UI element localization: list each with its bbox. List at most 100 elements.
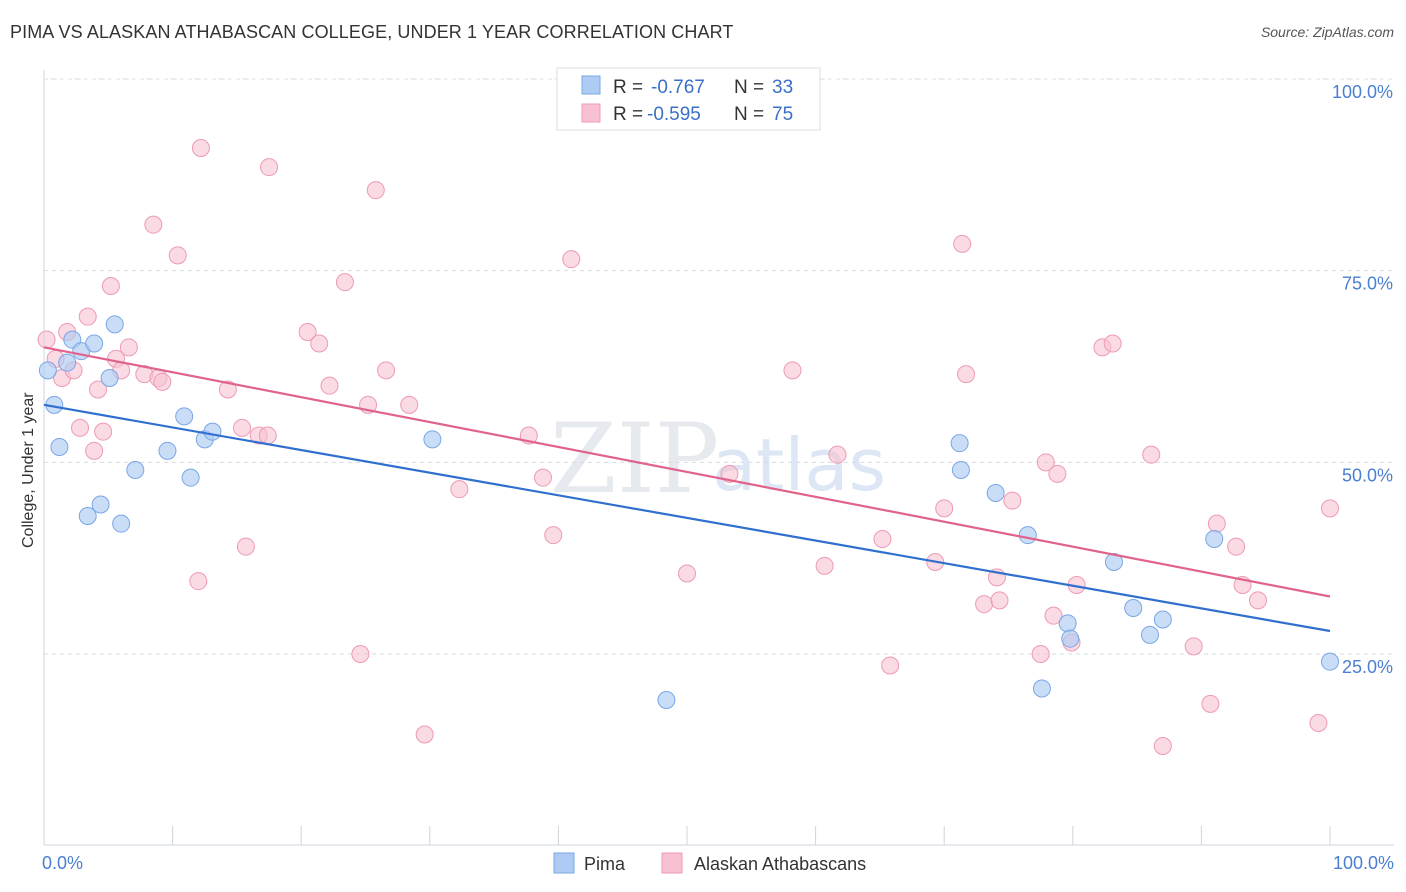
legend-alaskan-r-value: -0.595 [647, 104, 701, 125]
alaskan-point-66 [1153, 737, 1172, 755]
alaskan-point-64 [1103, 334, 1122, 353]
legend: R = -0.767 N = 33 R = -0.595 N = 75 [556, 67, 821, 131]
alaskan-point-55 [990, 591, 1009, 610]
alaskan-point-51 [953, 234, 972, 253]
alaskan-point-5 [71, 418, 90, 437]
legend-alaskan-n-value: 75 [772, 104, 793, 125]
alaskan-point-22 [233, 418, 252, 437]
alaskan-point-37 [450, 480, 469, 499]
alaskan-point-13 [119, 338, 138, 357]
pima-points [38, 315, 1339, 709]
legend-pima-n-label: N = [734, 77, 764, 98]
alaskan-point-73 [1309, 714, 1328, 732]
alaskan-point-60 [1048, 464, 1067, 483]
pima-point-7 [85, 334, 104, 353]
pima-point-26 [1061, 629, 1080, 648]
alaskan-point-33 [366, 181, 385, 200]
y-tick-labels: 25.0% 50.0% 75.0% 100.0% [1332, 82, 1393, 677]
alaskan-point-69 [1207, 514, 1226, 533]
alaskan-point-42 [678, 564, 696, 583]
alaskan-point-52 [957, 365, 976, 384]
pima-point-29 [1140, 625, 1159, 644]
alaskan-point-39 [533, 468, 552, 487]
alaskan-point-19 [189, 572, 208, 591]
pima-point-25 [1058, 614, 1077, 633]
legend-alaskan-r-label: R = [613, 104, 643, 125]
pima-point-6 [78, 507, 97, 525]
pima-point-3 [58, 353, 77, 372]
alaskan-point-27 [298, 323, 317, 341]
alaskan-point-43 [720, 464, 739, 483]
bottom-legend-pima: Pima [584, 854, 626, 874]
alaskan-point-40 [544, 526, 563, 545]
alaskan-point-17 [153, 372, 172, 391]
alaskan-point-7 [85, 441, 104, 460]
alaskan-point-36 [415, 725, 434, 744]
alaskan-point-74 [1321, 499, 1339, 518]
bottom-legend-swatch-pima [553, 852, 575, 874]
pima-trend-line [43, 403, 1331, 633]
alaskan-point-29 [320, 376, 339, 395]
pima-point-21 [951, 461, 970, 479]
pima-point-15 [181, 468, 200, 487]
gridlines [44, 78, 1394, 655]
alaskan-point-50 [935, 499, 954, 518]
legend-pima-n-value: 33 [772, 77, 793, 98]
alaskan-point-25 [258, 426, 277, 445]
alaskan-points [37, 139, 1339, 755]
alaskan-point-46 [828, 445, 847, 464]
pima-point-20 [950, 434, 969, 453]
legend-swatch-pima [581, 75, 601, 95]
alaskan-point-45 [815, 556, 834, 575]
alaskan-trend-line [43, 346, 1331, 598]
pima-point-18 [423, 430, 442, 449]
alaskan-point-35 [400, 395, 419, 414]
legend-pima-r-label: R = [613, 77, 643, 98]
alaskan-point-48 [881, 656, 900, 675]
y-axis-label: College, Under 1 year [20, 392, 37, 548]
alaskan-point-31 [351, 645, 370, 663]
alaskan-point-23 [236, 537, 255, 556]
pima-point-22 [986, 484, 1005, 502]
alaskan-point-57 [1031, 645, 1050, 663]
bottom-legend: Pima Alaskan Athabascans [553, 852, 866, 874]
alaskan-point-8 [89, 380, 108, 399]
pima-point-31 [1205, 530, 1224, 548]
legend-swatch-alaskan [581, 103, 601, 123]
y-tick-label-50: 50.0% [1342, 465, 1393, 485]
x-tick-label-100: 100.0% [1333, 853, 1394, 873]
alaskan-point-53 [975, 595, 994, 614]
alaskan-point-0 [37, 330, 56, 349]
alaskan-point-58 [1036, 453, 1055, 472]
pima-point-14 [175, 407, 194, 426]
alaskan-point-67 [1184, 637, 1203, 656]
alaskan-point-10 [101, 277, 120, 295]
legend-pima-r-value: -0.767 [651, 77, 705, 98]
pima-point-32 [1321, 652, 1339, 671]
alaskan-point-18 [168, 246, 187, 265]
alaskan-point-68 [1201, 694, 1220, 713]
trend-lines [43, 346, 1331, 633]
alaskan-point-21 [218, 380, 237, 399]
pima-point-10 [105, 315, 124, 334]
legend-box [556, 67, 821, 131]
pima-point-2 [50, 438, 69, 456]
pima-point-11 [112, 514, 131, 533]
alaskan-point-34 [377, 361, 396, 380]
alaskan-point-65 [1142, 445, 1161, 464]
alaskan-point-9 [94, 422, 113, 441]
alaskan-point-72 [1248, 591, 1267, 610]
source-label: Source: ZipAtlas.com [1260, 24, 1394, 40]
pima-point-8 [91, 495, 110, 514]
bottom-legend-alaskan: Alaskan Athabascans [694, 854, 866, 874]
pima-point-17 [203, 422, 222, 441]
pima-point-27 [1104, 553, 1123, 571]
pima-point-24 [1032, 679, 1051, 698]
alaskan-point-41 [562, 250, 581, 269]
x-tick-label-0: 0.0% [42, 853, 83, 873]
pima-point-28 [1124, 599, 1143, 617]
alaskan-point-47 [873, 530, 892, 548]
pima-point-23 [1018, 526, 1037, 545]
bottom-legend-swatch-alaskan [661, 852, 683, 874]
